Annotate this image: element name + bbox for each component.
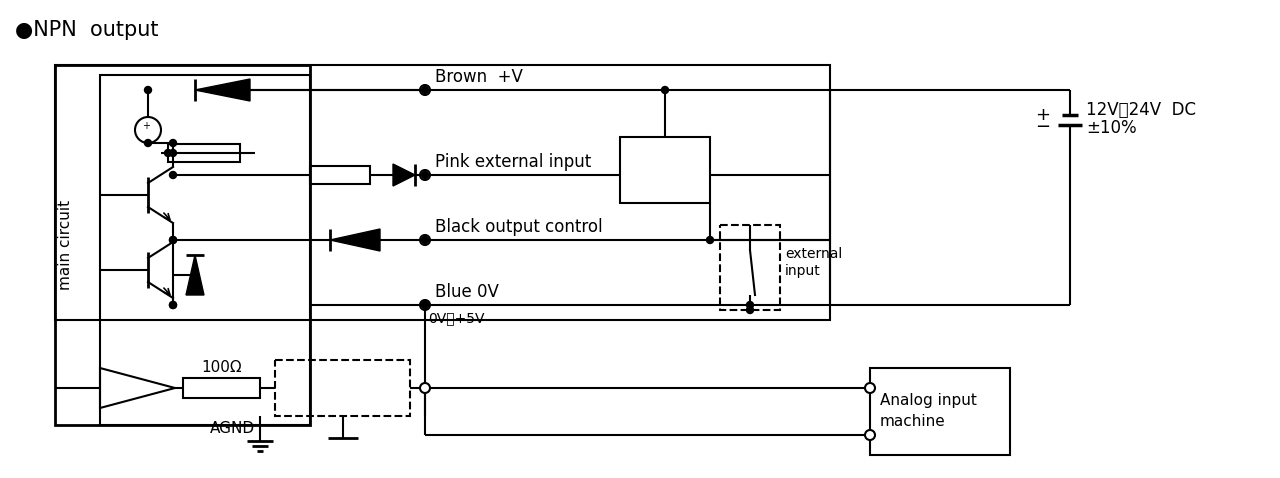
- Circle shape: [169, 237, 177, 243]
- Circle shape: [169, 237, 177, 243]
- Bar: [55, 65, 310, 425]
- Polygon shape: [393, 164, 415, 186]
- Polygon shape: [186, 255, 204, 295]
- Bar: [183, 378, 260, 398]
- Circle shape: [421, 302, 429, 308]
- Bar: [168, 144, 241, 162]
- Circle shape: [165, 150, 172, 156]
- Circle shape: [662, 87, 668, 94]
- Text: Analog input
machine: Analog input machine: [881, 393, 977, 430]
- Circle shape: [169, 302, 177, 308]
- Circle shape: [145, 140, 151, 146]
- Circle shape: [421, 237, 429, 243]
- Text: Pink external input: Pink external input: [435, 153, 591, 171]
- Bar: [275, 360, 410, 416]
- Text: Brown  +V: Brown +V: [435, 68, 522, 86]
- Circle shape: [169, 172, 177, 178]
- Circle shape: [420, 85, 430, 95]
- Circle shape: [169, 150, 177, 156]
- Circle shape: [420, 383, 430, 393]
- Text: 0V～+5V: 0V～+5V: [428, 311, 485, 325]
- Bar: [55, 65, 829, 320]
- Text: 100Ω: 100Ω: [201, 360, 242, 375]
- Circle shape: [865, 430, 876, 440]
- Circle shape: [145, 87, 151, 94]
- Circle shape: [169, 302, 177, 308]
- Text: +: +: [142, 121, 150, 131]
- Circle shape: [421, 87, 429, 94]
- Bar: [620, 137, 710, 203]
- Circle shape: [746, 306, 754, 314]
- Bar: [100, 75, 310, 425]
- Circle shape: [746, 302, 754, 308]
- Bar: [870, 368, 1010, 455]
- Circle shape: [421, 302, 429, 308]
- Text: main circuit: main circuit: [58, 200, 73, 290]
- Circle shape: [707, 237, 713, 243]
- Circle shape: [420, 300, 430, 310]
- Bar: [719, 225, 780, 310]
- Text: ●NPN  output: ●NPN output: [15, 20, 159, 40]
- Bar: [310, 166, 370, 184]
- Text: AGND: AGND: [210, 421, 255, 436]
- Circle shape: [420, 170, 430, 180]
- Text: +: +: [1036, 106, 1050, 124]
- Text: Blue 0V: Blue 0V: [435, 283, 499, 301]
- Circle shape: [421, 172, 429, 178]
- Text: 12V～24V  DC: 12V～24V DC: [1085, 101, 1196, 119]
- Circle shape: [420, 235, 430, 245]
- Circle shape: [169, 140, 177, 146]
- Text: −: −: [1034, 118, 1050, 136]
- Text: ±10%: ±10%: [1085, 119, 1137, 137]
- Polygon shape: [330, 229, 380, 251]
- Circle shape: [865, 383, 876, 393]
- Text: Black output control: Black output control: [435, 218, 603, 236]
- Polygon shape: [195, 79, 250, 101]
- Text: external
input: external input: [785, 248, 842, 278]
